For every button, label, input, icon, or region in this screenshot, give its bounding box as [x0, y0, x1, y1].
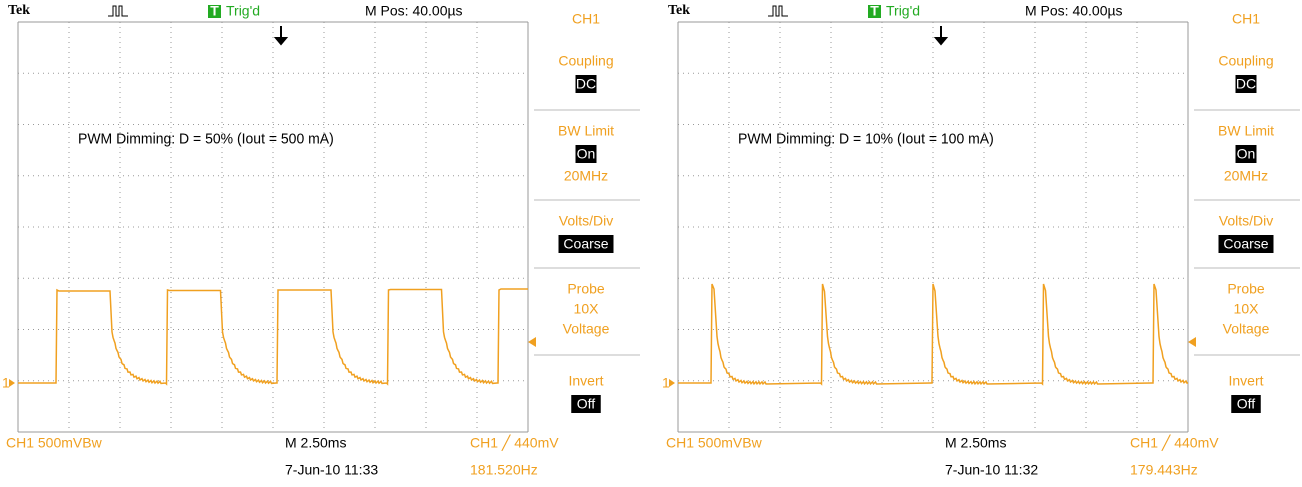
menu-value-box: [558, 235, 614, 253]
trigger-position-arrow: [933, 26, 949, 46]
menu-value: Coarse: [563, 236, 608, 252]
annotation: PWM Dimming: D = 50% (Iout = 500 mA): [78, 131, 334, 147]
menu-label: Coupling: [1218, 53, 1273, 69]
menu-line: Voltage: [1223, 321, 1270, 337]
menu-value: Off: [577, 396, 596, 412]
channel-scale: CH1 500mVBw: [666, 435, 763, 451]
menu-value-box: [571, 395, 601, 413]
trigger-level-arrow: [528, 337, 536, 347]
menu-label: Probe: [567, 281, 605, 297]
menu-extra: 20MHz: [564, 168, 608, 184]
scope-panel: Tek T Trig'd M Pos: 40.00µs PWM Dimming: D =…: [662, 3, 1300, 478]
horizontal-position: M Pos: 40.00µs: [365, 3, 463, 19]
menu-value: DC: [1236, 76, 1256, 92]
brand: Tek: [8, 3, 30, 18]
frequency: 179.443Hz: [1130, 462, 1198, 478]
acquire-icon: [768, 5, 788, 17]
menu-label: BW Limit: [1218, 123, 1274, 139]
menu-label: Volts/Div: [1219, 213, 1273, 229]
menu-extra: 20MHz: [1224, 168, 1268, 184]
channel-scale: CH1 500mVBw: [6, 435, 103, 451]
timebase: M 2.50ms: [945, 435, 1006, 451]
menu-value-box: [575, 75, 597, 93]
trigger-badge: [208, 5, 221, 18]
ground-marker: 1: [2, 375, 10, 391]
trigger-letter: T: [870, 3, 879, 19]
menu-value: Coarse: [1223, 236, 1268, 252]
trigger-setting: CH1 ╱ 440mV: [1130, 435, 1219, 452]
menu-value-box: [1218, 235, 1274, 253]
graticule: [677, 21, 1189, 433]
menu-value-box: [575, 145, 597, 163]
menu-value: On: [1237, 146, 1256, 162]
menu-value: On: [577, 146, 596, 162]
menu-label: Invert: [1228, 373, 1263, 389]
waveform-trace: [678, 283, 1189, 386]
trigger-level-arrow: [1188, 337, 1196, 347]
menu-label: Coupling: [558, 53, 613, 69]
timebase: M 2.50ms: [285, 435, 346, 451]
trigger-letter: T: [210, 3, 219, 19]
trigger-status: Trig'd: [886, 3, 920, 19]
graticule: [17, 21, 529, 433]
annotation: PWM Dimming: D = 10% (Iout = 100 mA): [738, 131, 994, 147]
menu-line: Voltage: [563, 321, 610, 337]
menu-value-box: [1235, 75, 1257, 93]
horizontal-position: M Pos: 40.00µs: [1025, 3, 1123, 19]
menu-value: Off: [1237, 396, 1256, 412]
brand: Tek: [668, 3, 690, 18]
menu-value-box: [1235, 145, 1257, 163]
waveform-trace: [18, 288, 528, 386]
date-time: 7-Jun-10 11:33: [285, 462, 378, 478]
frequency: 181.520Hz: [470, 462, 538, 478]
acquire-icon: [108, 5, 128, 17]
trigger-position-arrow: [273, 26, 289, 46]
ground-arrow: [669, 379, 675, 387]
trigger-status: Trig'd: [226, 3, 260, 19]
menu-label: Probe: [1227, 281, 1265, 297]
menu-value: DC: [576, 76, 596, 92]
ground-marker: 1: [662, 375, 670, 391]
menu-label: Invert: [568, 373, 603, 389]
menu-value-box: [1231, 395, 1261, 413]
trigger-setting: CH1 ╱ 440mV: [470, 435, 559, 452]
trigger-badge: [868, 5, 881, 18]
menu-channel: CH1: [572, 11, 600, 27]
ground-arrow: [9, 379, 15, 387]
menu-channel: CH1: [1232, 11, 1260, 27]
menu-line: 10X: [1234, 301, 1260, 317]
date-time: 7-Jun-10 11:32: [945, 462, 1038, 478]
scope-panel: Tek T Trig'd M Pos: 40.00µs PWM Dimming: D =…: [2, 3, 640, 478]
menu-line: 10X: [574, 301, 600, 317]
menu-label: BW Limit: [558, 123, 614, 139]
menu-label: Volts/Div: [559, 213, 613, 229]
